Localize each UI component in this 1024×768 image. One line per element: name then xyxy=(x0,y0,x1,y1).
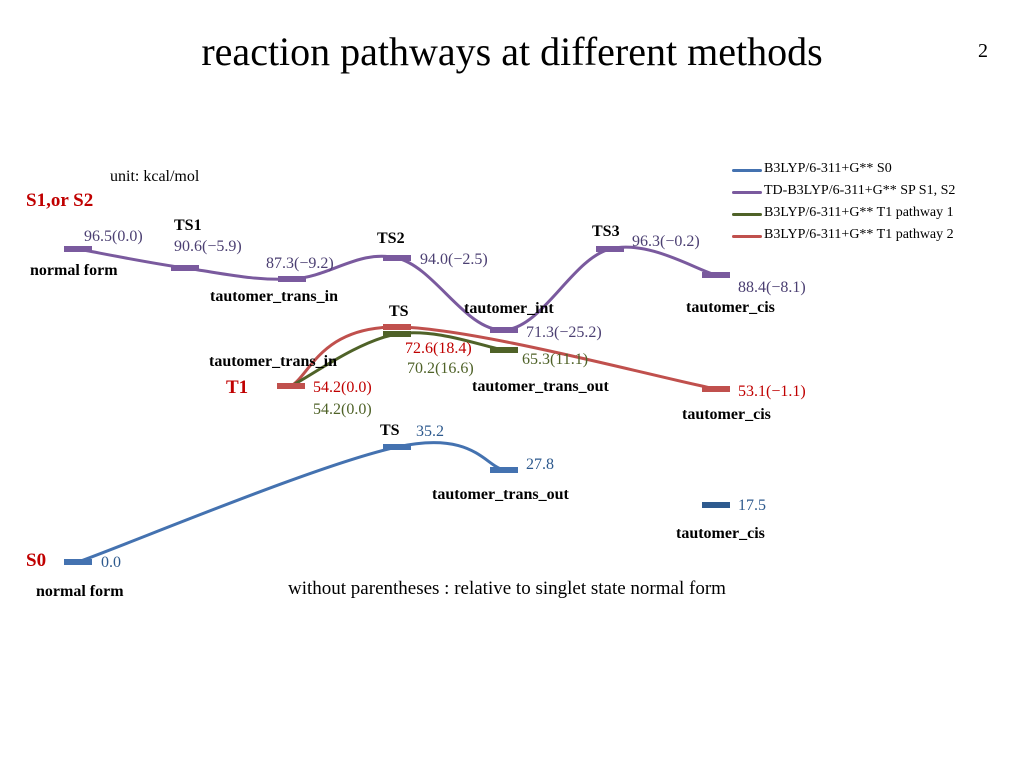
level-s0-cis xyxy=(702,502,730,508)
value-s1-cis: 88.4(−8.1) xyxy=(738,279,806,296)
legend-item-s0: B3LYP/6-311+G** S0 xyxy=(730,160,1020,182)
name-s1-tautomer-cis: tautomer_cis xyxy=(686,299,775,316)
page-title: reaction pathways at different methods xyxy=(201,29,823,74)
level-s1-ts1 xyxy=(171,265,199,271)
legend-label: B3LYP/6-311+G** T1 pathway 2 xyxy=(764,227,954,242)
value-s1-int: 71.3(−25.2) xyxy=(526,324,602,341)
name-t1-ts: TS xyxy=(389,303,409,320)
level-t1-p2-cis xyxy=(702,386,730,392)
state-label-s1-s2: S1,or S2 xyxy=(26,190,94,211)
value-s0-cis: 17.5 xyxy=(738,497,766,514)
level-s1-normal xyxy=(64,246,92,252)
name-t1-tautomer-cis: tautomer_cis xyxy=(682,406,771,423)
name-s0-normal-form: normal form xyxy=(36,583,124,600)
t1-pathway-2-line xyxy=(290,325,717,391)
level-s1-cis xyxy=(702,272,730,278)
level-s0-normal xyxy=(64,559,92,565)
legend-swatch xyxy=(732,191,762,194)
legend-item-s1s2: TD-B3LYP/6-311+G** SP S1, S2 xyxy=(730,182,1020,204)
value-s0-ts: 35.2 xyxy=(416,423,444,440)
level-s1-ts2 xyxy=(383,255,411,261)
legend-swatch xyxy=(732,169,762,172)
name-s1-ts1: TS1 xyxy=(174,217,202,234)
level-t1-p1-trans-out xyxy=(490,347,518,353)
legend-item-t1-pathway-2: B3LYP/6-311+G** T1 pathway 2 xyxy=(730,226,1020,248)
value-s1-ts1: 90.6(−5.9) xyxy=(174,238,242,255)
s0-pathway-line xyxy=(77,441,505,564)
name-s1-ts2: TS2 xyxy=(377,230,405,247)
state-label-s0: S0 xyxy=(26,550,47,571)
legend-label: B3LYP/6-311+G** S0 xyxy=(764,161,892,176)
name-s1-tautomer-int: tautomer_int xyxy=(464,300,554,317)
value-s0-trans-out: 27.8 xyxy=(526,456,554,473)
value-s1-normal: 96.5(0.0) xyxy=(84,228,143,245)
level-s0-trans-out xyxy=(490,467,518,473)
value-t1-p2-cis: 53.1(−1.1) xyxy=(738,383,806,400)
name-s0-ts: TS xyxy=(380,422,400,439)
value-t1-p2-ts: 72.6(18.4) xyxy=(405,340,472,357)
legend-swatch xyxy=(732,213,762,216)
name-s1-ts3: TS3 xyxy=(592,223,620,240)
level-t1-start xyxy=(277,383,305,389)
level-t1-p2-ts xyxy=(383,324,411,330)
page-number: 2 xyxy=(978,40,988,62)
state-label-t1: T1 xyxy=(226,377,249,398)
level-s1-ts3 xyxy=(596,246,624,252)
value-t1-p1-start: 54.2(0.0) xyxy=(313,401,372,418)
footnote: without parentheses : relative to single… xyxy=(288,578,726,599)
value-s1-trans-in: 87.3(−9.2) xyxy=(266,255,334,272)
value-s0-normal: 0.0 xyxy=(101,554,121,571)
name-s1-normal-form: normal form xyxy=(30,262,118,279)
name-s0-tautomer-trans-out: tautomer_trans_out xyxy=(432,486,569,503)
legend-swatch xyxy=(732,235,762,238)
legend-label: TD-B3LYP/6-311+G** SP S1, S2 xyxy=(764,183,956,198)
name-s1-tautomer-trans-in: tautomer_trans_in xyxy=(210,288,338,305)
level-s0-ts xyxy=(383,444,411,450)
legend-item-t1-pathway-1: B3LYP/6-311+G** T1 pathway 1 xyxy=(730,204,1020,226)
legend-label: B3LYP/6-311+G** T1 pathway 1 xyxy=(764,205,954,220)
unit-label: unit: kcal/mol xyxy=(110,168,200,185)
value-t1-p1-trans-out: 65.3(11.1) xyxy=(522,351,589,368)
value-t1-p1-ts: 70.2(16.6) xyxy=(407,360,474,377)
value-s1-ts3: 96.3(−0.2) xyxy=(632,233,700,250)
legend: B3LYP/6-311+G** S0 TD-B3LYP/6-311+G** SP… xyxy=(730,160,1020,248)
name-s0-tautomer-cis: tautomer_cis xyxy=(676,525,765,542)
level-s1-int xyxy=(490,327,518,333)
value-s1-ts2: 94.0(−2.5) xyxy=(420,251,488,268)
name-t1-tautomer-trans-out: tautomer_trans_out xyxy=(472,378,609,395)
name-t1-tautomer-trans-in: tautomer_trans_in xyxy=(209,353,337,370)
value-t1-p2-start: 54.2(0.0) xyxy=(313,379,372,396)
level-t1-p1-ts xyxy=(383,331,411,337)
level-s1-trans-in xyxy=(278,276,306,282)
